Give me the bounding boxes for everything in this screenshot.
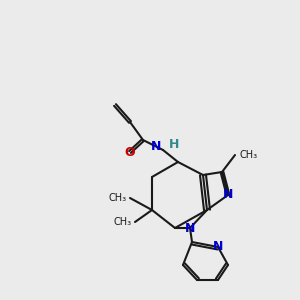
Text: CH₃: CH₃ [109,193,127,203]
Text: H: H [169,137,179,151]
Text: CH₃: CH₃ [239,150,257,160]
Text: N: N [185,221,195,235]
Text: N: N [151,140,161,152]
Text: CH₃: CH₃ [114,217,132,227]
Text: N: N [213,241,223,254]
Text: N: N [223,188,233,202]
Text: O: O [125,146,135,158]
